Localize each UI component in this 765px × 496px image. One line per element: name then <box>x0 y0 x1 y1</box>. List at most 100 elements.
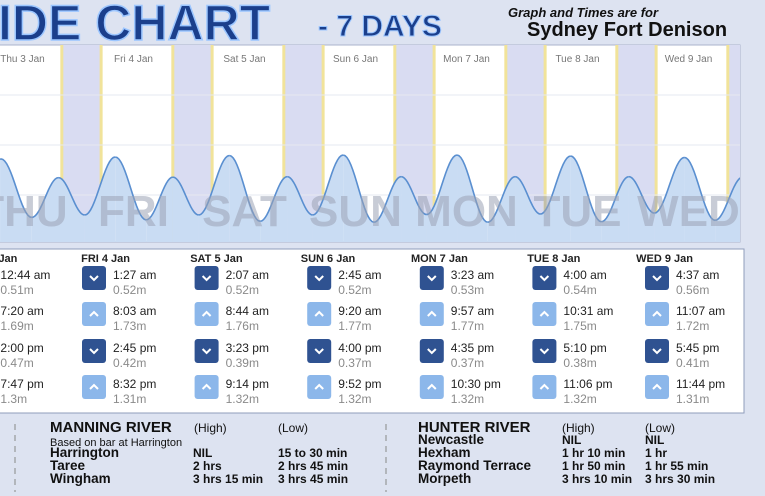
day-watermark: SUN <box>309 187 402 236</box>
tide-icon <box>645 339 669 363</box>
tide-icon <box>307 266 332 290</box>
tide-time: 9:52 pm <box>338 377 381 391</box>
river-offset: NIL <box>645 433 664 447</box>
tide-icon <box>307 375 332 399</box>
tide-line <box>31 176 59 219</box>
tide-height: 1.31m <box>676 392 709 406</box>
tide-arrow <box>201 275 212 282</box>
tide-area <box>715 178 740 242</box>
river-place: Newcastle <box>418 432 485 447</box>
tide-time: 5:45 pm <box>676 341 719 355</box>
tide-arrow <box>201 383 212 390</box>
tide-area <box>654 157 685 242</box>
day-label: Tue 8 Jan <box>555 54 599 65</box>
tide-height: 1.32m <box>226 392 259 406</box>
tide-line <box>400 175 427 216</box>
tide-line <box>714 177 740 222</box>
tide-time: 2:07 am <box>226 268 269 282</box>
day-header: SAT 5 Jan <box>190 253 243 265</box>
tide-area <box>312 155 344 242</box>
tide-time: 2:45 am <box>338 268 381 282</box>
tide-icon <box>532 375 557 399</box>
tide-line <box>540 155 571 215</box>
day-watermark: MON <box>415 187 518 236</box>
tide-arrow <box>539 348 550 355</box>
tide-arrow <box>539 383 550 390</box>
tide-height: 1.73m <box>113 319 146 333</box>
river-offset: 2 hrs <box>193 459 222 473</box>
tide-icon <box>194 375 219 399</box>
tide-height: 0.51m <box>0 283 33 297</box>
tide-arrow <box>652 383 662 390</box>
river-offset: 2 hrs 45 min <box>278 459 348 473</box>
river-place: Hexham <box>418 445 471 460</box>
tide-line <box>426 154 458 216</box>
tide-height: 0.56m <box>676 283 709 297</box>
tide-area <box>287 176 313 242</box>
tide-height: 1.72m <box>676 319 709 333</box>
tide-time: 8:32 pm <box>113 377 156 391</box>
tide-line <box>487 175 516 224</box>
tide-height: 0.47m <box>0 356 33 370</box>
location: Sydney Fort Denison <box>527 19 727 41</box>
tide-time: 7:47 pm <box>0 377 43 391</box>
tide-icon <box>419 375 444 399</box>
river-name: HUNTER RIVER <box>418 419 531 436</box>
tide-area <box>229 155 261 242</box>
tide-time: 5:10 pm <box>563 341 606 355</box>
tide-icon <box>194 266 219 290</box>
tide-height: 0.41m <box>676 356 709 370</box>
tide-area <box>426 155 458 242</box>
tide-height: 1.32m <box>451 392 484 406</box>
river-offset: 1 hr 10 min <box>562 446 625 460</box>
tide-height: 1.76m <box>226 319 259 333</box>
tide-arrow <box>89 383 99 390</box>
tide-line <box>514 175 541 215</box>
tide-area <box>374 176 402 242</box>
tide-height: 0.52m <box>113 283 146 297</box>
tide-icon <box>82 266 106 290</box>
tide-time: 3:23 am <box>451 268 494 282</box>
tide-area <box>457 155 488 242</box>
tide-arrow <box>539 310 550 317</box>
page-subtitle: - 7 DAYS <box>318 10 442 43</box>
tide-time: 2:45 pm <box>113 341 156 355</box>
day-watermark: TUE <box>534 187 622 236</box>
tide-height: 0.37m <box>338 356 371 370</box>
tide-icon <box>307 302 332 326</box>
tide-arrow <box>427 310 437 317</box>
tide-arrow <box>652 275 662 282</box>
tide-time: 7:20 am <box>0 304 43 318</box>
tide-arrow <box>314 383 324 390</box>
tide-time: 9:57 am <box>451 304 494 318</box>
tide-arrow <box>652 310 662 317</box>
tide-graph: THU Thu 3 Jan FRI Fri 4 Jan SAT Sat 5 Jan SUN S… <box>0 45 740 242</box>
day-header: MON 7 Jan <box>411 253 468 265</box>
tide-area <box>0 158 32 242</box>
river-place: Taree <box>50 458 86 473</box>
day-label: Fri 4 Jan <box>114 54 153 65</box>
tide-height: 0.54m <box>563 283 596 297</box>
river-place: Raymond Terrace <box>418 458 532 473</box>
tide-height: 1.32m <box>338 392 371 406</box>
day-header: WED 9 Jan <box>636 253 693 265</box>
tide-arrow <box>201 348 212 355</box>
tide-line <box>312 154 344 216</box>
tide-line <box>654 156 685 214</box>
tide-icon <box>82 302 106 326</box>
tide-area <box>540 156 571 242</box>
tide-height: 0.39m <box>226 356 259 370</box>
day-header: TUE 8 Jan <box>527 253 580 265</box>
tide-area <box>84 156 116 242</box>
river-offset: 1 hr 50 min <box>562 459 625 473</box>
tide-height: 1.3m <box>0 392 27 406</box>
river-offset: NIL <box>193 446 212 460</box>
tide-line <box>570 155 602 223</box>
tide-arrow <box>89 348 99 355</box>
tide-icon <box>645 302 669 326</box>
tide-line <box>84 156 116 216</box>
tide-arrow <box>89 275 99 282</box>
day-header: Jan <box>0 253 18 265</box>
tide-line <box>456 154 488 223</box>
tide-arrow <box>201 310 212 317</box>
